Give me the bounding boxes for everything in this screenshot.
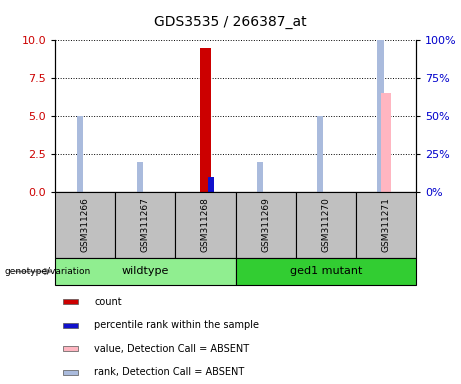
Text: GSM311267: GSM311267 <box>141 197 150 252</box>
Bar <box>137 162 143 192</box>
Text: wildtype: wildtype <box>122 266 169 276</box>
Bar <box>236 258 416 285</box>
Bar <box>175 192 236 258</box>
Bar <box>63 346 78 351</box>
Bar <box>208 177 214 192</box>
Text: value, Detection Call = ABSENT: value, Detection Call = ABSENT <box>94 344 249 354</box>
Bar <box>356 192 416 258</box>
Bar <box>200 48 211 192</box>
Bar <box>378 0 384 192</box>
Text: rank, Detection Call = ABSENT: rank, Detection Call = ABSENT <box>94 367 244 377</box>
Bar <box>380 93 391 192</box>
Text: GSM311270: GSM311270 <box>321 197 330 252</box>
Text: genotype/variation: genotype/variation <box>5 267 91 276</box>
Text: GSM311268: GSM311268 <box>201 197 210 252</box>
Text: GDS3535 / 266387_at: GDS3535 / 266387_at <box>154 15 307 29</box>
Bar <box>63 370 78 375</box>
Text: percentile rank within the sample: percentile rank within the sample <box>94 320 259 330</box>
Text: GSM311266: GSM311266 <box>81 197 89 252</box>
Bar <box>257 162 263 192</box>
Text: GSM311271: GSM311271 <box>381 197 390 252</box>
Bar <box>63 299 78 305</box>
Bar <box>63 323 78 328</box>
Text: GSM311269: GSM311269 <box>261 197 270 252</box>
Bar <box>55 258 236 285</box>
Text: count: count <box>94 297 122 307</box>
Text: ged1 mutant: ged1 mutant <box>290 266 362 276</box>
Bar <box>296 192 356 258</box>
Bar <box>55 192 115 258</box>
Bar <box>115 192 175 258</box>
Bar <box>236 192 296 258</box>
Bar <box>317 116 323 192</box>
Bar <box>77 116 83 192</box>
